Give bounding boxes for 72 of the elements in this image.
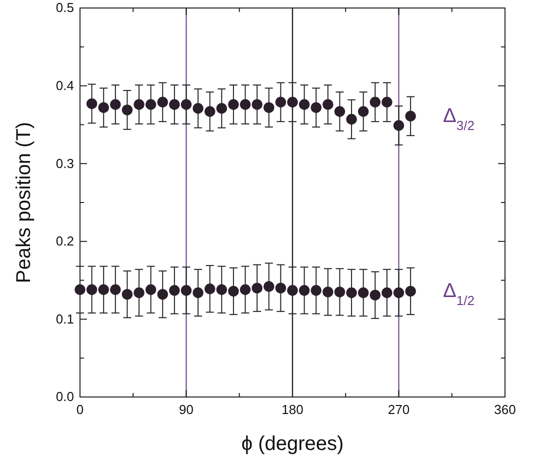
point [393,120,404,131]
point [382,287,392,298]
legend-label: Δ$_{3/2}$ [443,105,474,133]
point [240,284,251,295]
point [86,284,98,295]
point [346,287,357,298]
point [145,99,156,110]
point [252,99,262,110]
point [275,282,286,294]
point [382,96,392,108]
point [240,99,251,110]
point [405,110,416,122]
point [346,114,357,125]
y-tick-label: 0.3 [56,156,74,171]
point [145,284,156,295]
point [228,99,239,110]
x-tick-label: 0 [76,402,84,418]
point [298,285,310,296]
x-tick-label: 360 [494,402,516,418]
y-tick-label: 0.4 [56,78,74,93]
point [180,285,192,296]
point [98,102,109,113]
y-tick-label: 0.2 [56,234,74,249]
point [110,284,121,295]
point [228,286,239,297]
point [134,99,144,110]
point [98,284,109,295]
x-axis-title: ϕ (degrees) [241,433,344,455]
legend-label: Δ$_{1/2}$ [443,280,474,308]
y-tick-label: 0.1 [56,311,74,326]
point [252,282,262,294]
point [157,96,168,108]
point [275,96,286,108]
point [298,99,310,110]
point [169,285,180,296]
point [192,103,204,114]
point [310,285,322,296]
point [180,99,192,110]
point [334,286,346,298]
point [216,284,228,295]
point [310,102,322,113]
point [334,106,346,117]
point [370,290,380,300]
point [86,98,98,110]
point [264,102,274,113]
y-tick-label: 0.5 [56,0,74,16]
point [358,287,369,298]
point [110,99,121,110]
y-axis-title: Peaks position (T) [13,122,35,284]
point [134,287,144,298]
x-tick-label: 270 [388,402,410,418]
point [405,286,416,297]
point [204,284,216,294]
point [358,106,369,117]
point [192,287,204,298]
point [322,99,334,110]
y-tick-label: 0.0 [56,389,74,404]
point [122,288,133,300]
point [122,104,133,116]
x-tick-label: 180 [282,402,304,418]
point [287,96,298,108]
point [322,286,334,298]
x-tick-label: 90 [179,402,194,418]
point [169,99,180,110]
point [216,103,228,114]
point [393,287,404,298]
point [204,106,216,117]
point [74,284,86,295]
point [370,96,380,108]
point [157,288,168,300]
point [264,281,274,292]
point [287,285,298,296]
